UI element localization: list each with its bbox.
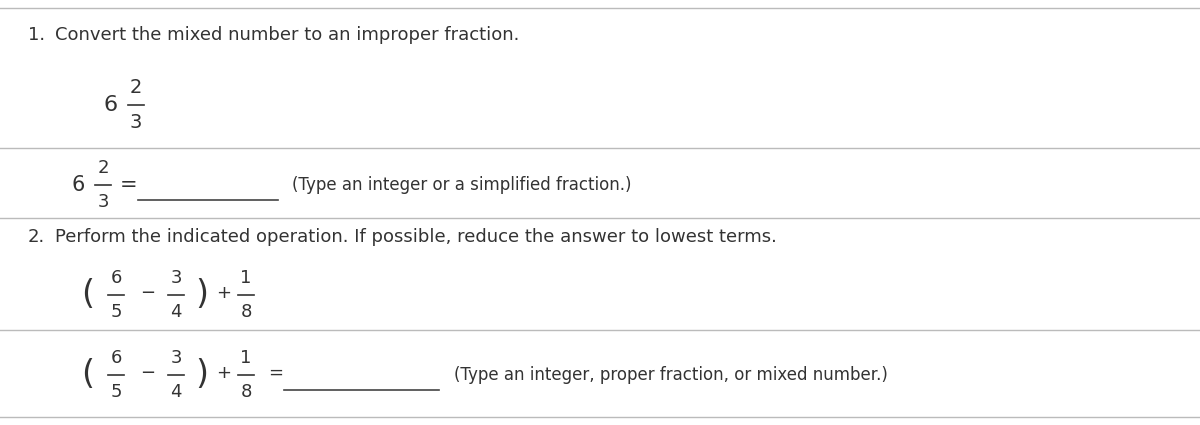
Text: 6: 6 — [72, 175, 85, 195]
Text: (Type an integer, proper fraction, or mixed number.): (Type an integer, proper fraction, or mi… — [454, 366, 888, 384]
Text: 5: 5 — [110, 383, 121, 401]
Text: =: = — [120, 175, 138, 195]
Text: +: + — [216, 364, 232, 382]
Text: ): ) — [196, 359, 209, 391]
Text: 6: 6 — [110, 269, 121, 287]
Text: 3: 3 — [170, 269, 181, 287]
Text: 4: 4 — [170, 303, 181, 321]
Text: =: = — [268, 364, 283, 382]
Text: Convert the mixed number to an improper fraction.: Convert the mixed number to an improper … — [55, 26, 520, 44]
Text: (Type an integer or a simplified fraction.): (Type an integer or a simplified fractio… — [292, 176, 631, 194]
Text: 8: 8 — [240, 383, 252, 401]
Text: 1.: 1. — [28, 26, 46, 44]
Text: 8: 8 — [240, 303, 252, 321]
Text: 6: 6 — [104, 95, 118, 115]
Text: (: ( — [82, 278, 95, 312]
Text: −: − — [140, 284, 156, 302]
Text: (: ( — [82, 359, 95, 391]
Text: 4: 4 — [170, 383, 181, 401]
Text: +: + — [216, 284, 232, 302]
Text: 3: 3 — [97, 193, 109, 211]
Text: Perform the indicated operation. If possible, reduce the answer to lowest terms.: Perform the indicated operation. If poss… — [55, 228, 776, 246]
Text: 5: 5 — [110, 303, 121, 321]
Text: 2.: 2. — [28, 228, 46, 246]
Text: −: − — [140, 364, 156, 382]
Text: 6: 6 — [110, 349, 121, 367]
Text: 1: 1 — [240, 269, 252, 287]
Text: 2: 2 — [130, 78, 142, 97]
Text: 1: 1 — [240, 349, 252, 367]
Text: 3: 3 — [130, 113, 142, 132]
Text: ): ) — [196, 278, 209, 312]
Text: 3: 3 — [170, 349, 181, 367]
Text: 2: 2 — [97, 159, 109, 177]
